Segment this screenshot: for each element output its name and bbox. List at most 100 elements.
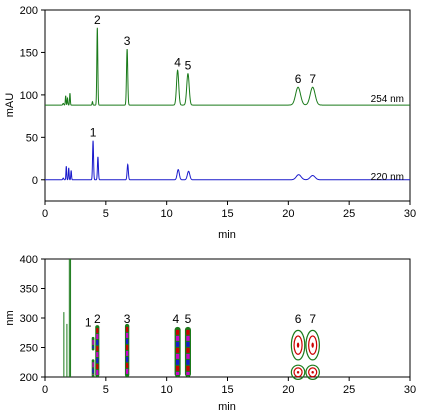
- spot-layer: [92, 374, 94, 375]
- y-tick-label: 0: [32, 175, 38, 187]
- spot-layer: [125, 350, 129, 356]
- chromatogram-traces: [45, 27, 410, 181]
- contour-y-axis-title: nm: [4, 310, 16, 325]
- spot-layer: [186, 365, 190, 371]
- x-tick-label: 10: [161, 208, 173, 220]
- spot-layer: [125, 332, 129, 338]
- spot-layer: [96, 346, 99, 352]
- x-tick-label: 5: [103, 384, 109, 396]
- contour-x-ticks: 0 5 10 15 20 25 30: [42, 377, 416, 396]
- spot-layer: [175, 335, 180, 341]
- peak-label: 2: [94, 13, 101, 27]
- y-tick-label: 100: [20, 90, 38, 102]
- x-tick-label: 15: [221, 384, 233, 396]
- spot-layer: [96, 352, 99, 358]
- peak-label: 4: [172, 312, 179, 326]
- peak-contour: [305, 364, 320, 380]
- peak-label: 5: [185, 59, 192, 73]
- spot-layer: [125, 326, 129, 332]
- spot-layer: [125, 368, 129, 374]
- spot-layer: [175, 365, 180, 371]
- spot-layer: [125, 362, 129, 368]
- contour-core: [296, 342, 300, 348]
- y-tick-label: 150: [20, 47, 38, 59]
- peak-label: 6: [295, 72, 302, 86]
- peak-spectrum-spot: [95, 325, 100, 377]
- contour-y-ticks: 200 250 300 350 400: [20, 254, 45, 384]
- x-tick-label: 10: [161, 384, 173, 396]
- series-label-220nm: 220 nm: [371, 172, 404, 183]
- peak-label: 1: [85, 316, 92, 330]
- y-tick-label: 350: [20, 284, 38, 296]
- trace-254nm: [45, 27, 410, 106]
- peak-label: 7: [309, 72, 316, 86]
- contour-outer: [290, 329, 306, 361]
- spot-layer: [186, 335, 190, 341]
- x-tick-label: 20: [282, 384, 294, 396]
- x-tick-label: 25: [343, 384, 355, 396]
- x-tick-label: 5: [103, 208, 109, 220]
- chromatogram-y-ticks: 0 50 100 150 200: [20, 5, 45, 187]
- spot-layer: [96, 340, 99, 346]
- spot-layer: [96, 328, 99, 334]
- contour-inner: [308, 335, 318, 355]
- chromatogram-peak-labels: 234 56 71: [90, 13, 317, 140]
- spot-layer: [92, 345, 94, 349]
- chromatogram-x-ticks: 0 5 10 15 20 25 30: [42, 201, 416, 220]
- peak-spectrum-spot: [174, 326, 181, 377]
- y-tick-label: 200: [20, 372, 38, 384]
- spot-layer: [175, 371, 180, 375]
- x-tick-label: 25: [343, 208, 355, 220]
- peak-contour: [290, 364, 306, 380]
- contour-inner: [308, 367, 318, 378]
- x-tick-label: 15: [221, 208, 233, 220]
- peak-label: 2: [94, 312, 101, 326]
- spot-layer: [186, 341, 190, 347]
- spot-layer: [125, 356, 129, 362]
- contour-core: [311, 342, 314, 348]
- spot-layer: [92, 368, 94, 374]
- contour-core: [311, 371, 314, 374]
- contour-core: [296, 371, 300, 374]
- spot-layer: [175, 329, 180, 335]
- peak-label: 3: [124, 312, 131, 326]
- spot-layer: [175, 341, 180, 347]
- spot-layer: [186, 347, 190, 353]
- x-tick-label: 0: [42, 384, 48, 396]
- peak-label: 3: [124, 34, 131, 48]
- spot-layer: [96, 364, 99, 370]
- spot-layer: [186, 329, 190, 335]
- peak-label: 5: [185, 312, 192, 326]
- y-tick-label: 400: [20, 254, 38, 266]
- spot-layer: [186, 371, 190, 375]
- y-tick-label: 200: [20, 5, 38, 17]
- y-tick-label: 300: [20, 313, 38, 325]
- spot-layer: [96, 334, 99, 340]
- x-tick-label: 20: [282, 208, 294, 220]
- solvent-band: [66, 323, 68, 377]
- spot-layer: [96, 358, 99, 364]
- spot-layer: [175, 347, 180, 353]
- peak-contour: [290, 329, 306, 361]
- spot-layer: [96, 370, 99, 375]
- spot-layer: [92, 362, 94, 368]
- chromatogram-y-axis-title: mAU: [4, 93, 16, 118]
- x-tick-label: 30: [404, 384, 416, 396]
- spot-layer: [125, 344, 129, 350]
- solvent-band: [70, 259, 72, 377]
- peak-spectrum-spot: [184, 326, 191, 377]
- contour-x-axis-title: min: [218, 401, 236, 413]
- peak-spectrum-spot: [91, 359, 95, 377]
- peak-label: 7: [309, 312, 316, 326]
- contour-outer: [290, 364, 306, 380]
- x-tick-label: 0: [42, 208, 48, 220]
- y-tick-label: 250: [20, 343, 38, 355]
- peak-label: 4: [174, 55, 181, 69]
- peak-spectrum-spot: [91, 336, 95, 351]
- contour-inner: [293, 335, 303, 355]
- solvent-band: [68, 259, 70, 377]
- peak-label: 6: [295, 312, 302, 326]
- spot-layer: [175, 359, 180, 365]
